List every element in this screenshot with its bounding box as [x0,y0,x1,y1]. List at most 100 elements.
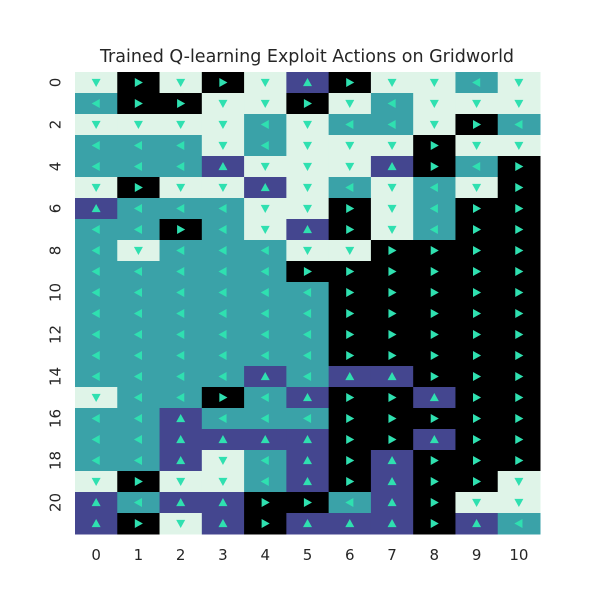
action-arrow-r17-c10 [515,435,524,444]
action-arrow-r12-c8 [430,330,439,339]
action-arrow-r18-c5 [303,456,312,465]
action-arrow-r11-c2 [176,309,185,318]
action-arrow-r6-c4 [260,204,270,213]
action-arrow-r14-c2 [176,372,185,381]
action-arrow-r3-c4 [260,141,269,150]
x-tick-label-9: 9 [472,546,482,564]
action-arrow-r9-c0 [91,267,100,276]
action-arrow-r9-c9 [472,267,482,276]
action-arrow-r17-c9 [472,435,482,444]
action-arrow-r14-c4 [260,372,270,381]
action-arrow-r8-c1 [133,246,143,255]
action-arrow-r15-c4 [260,393,269,402]
action-arrow-r16-c6 [346,414,355,423]
action-arrow-r20-c2 [176,498,186,507]
action-arrow-r21-c7 [387,519,397,528]
action-arrow-r21-c6 [345,519,355,528]
action-arrow-r2-c4 [260,120,269,129]
action-arrow-r11-c0 [91,309,100,318]
action-arrow-r18-c7 [387,456,397,465]
action-arrow-r0-c10 [514,78,524,87]
action-arrow-r1-c4 [260,99,270,108]
action-arrow-r15-c3 [219,393,228,402]
action-arrow-r5-c6 [345,183,354,192]
action-arrow-r11-c8 [430,309,439,318]
y-tick-label-6: 6 [47,204,65,214]
action-arrow-r7-c1 [133,225,143,234]
action-arrow-r4-c0 [91,162,100,171]
y-tick-label-8: 8 [47,246,65,256]
action-arrow-r5-c10 [515,183,524,192]
action-arrow-r13-c0 [91,351,100,360]
action-arrow-r3-c3 [218,141,228,150]
action-arrow-r2-c2 [176,120,186,129]
action-arrow-r8-c8 [430,246,439,255]
action-arrow-r6-c10 [515,204,524,213]
action-arrow-r10-c0 [91,288,100,297]
action-arrow-r20-c6 [345,498,354,507]
action-arrow-r8-c2 [176,246,185,255]
action-arrow-r16-c8 [430,414,439,423]
action-arrow-r0-c9 [472,78,481,87]
action-arrow-r18-c9 [472,456,482,465]
action-arrow-r14-c7 [387,372,397,381]
action-arrow-r19-c8 [430,477,439,486]
action-arrow-r18-c3 [218,456,228,465]
action-arrow-r17-c1 [133,435,143,444]
action-arrow-r5-c5 [303,183,312,192]
action-arrow-r1-c6 [345,99,355,108]
action-arrow-r12-c3 [218,330,227,339]
action-arrow-r8-c5 [303,246,312,255]
action-arrow-r13-c5 [303,351,312,360]
action-arrow-r7-c7 [387,225,397,234]
action-arrow-r6-c5 [303,204,312,213]
action-arrow-r16-c10 [515,414,524,423]
action-arrow-r4-c4 [260,162,270,171]
action-arrow-r5-c3 [218,183,228,192]
action-arrow-r11-c1 [133,309,143,318]
action-arrow-r21-c3 [218,519,228,528]
action-arrow-r13-c3 [218,351,227,360]
action-arrow-r9-c3 [218,267,227,276]
action-arrow-r1-c2 [177,99,186,108]
chart-title: Trained Q-learning Exploit Actions on Gr… [99,47,514,67]
action-arrow-r1-c5 [303,99,312,108]
action-arrow-r3-c6 [345,141,355,150]
y-tick-label-18: 18 [47,451,65,470]
action-arrow-r15-c2 [176,393,185,402]
action-arrow-r19-c0 [91,477,101,486]
action-arrow-r12-c6 [346,330,355,339]
action-arrow-r13-c6 [346,351,355,360]
action-arrow-r7-c10 [515,225,524,234]
action-arrow-r4-c5 [303,162,312,171]
action-arrow-r16-c3 [218,414,227,423]
action-arrow-r2-c9 [472,120,482,129]
action-arrow-r8-c9 [472,246,482,255]
action-arrow-r9-c6 [346,267,355,276]
action-arrow-r17-c5 [303,435,312,444]
x-tick-label-5: 5 [303,546,313,564]
action-arrow-r0-c6 [346,78,355,87]
action-arrow-r9-c5 [303,267,312,276]
action-arrow-r0-c1 [134,78,143,87]
action-arrow-r3-c5 [303,141,312,150]
action-arrow-r17-c3 [218,435,228,444]
action-arrow-r17-c7 [388,435,397,444]
action-arrow-r7-c2 [177,225,186,234]
action-arrow-r15-c1 [133,393,143,402]
action-arrow-r5-c4 [260,183,270,192]
action-arrow-r3-c1 [133,141,143,150]
action-arrow-r4-c3 [218,162,228,171]
action-arrow-r1-c1 [134,99,143,108]
action-arrow-r5-c8 [429,183,438,192]
action-arrow-r5-c1 [134,183,143,192]
action-arrow-r6-c2 [176,204,185,213]
action-arrow-r18-c4 [260,456,269,465]
action-arrow-r11-c4 [260,309,269,318]
action-arrow-r8-c4 [260,246,269,255]
action-arrow-r14-c8 [430,372,439,381]
y-tick-label-4: 4 [47,162,65,172]
action-arrow-r14-c10 [515,372,524,381]
action-arrow-r5-c0 [91,183,101,192]
action-arrow-r17-c2 [176,435,186,444]
